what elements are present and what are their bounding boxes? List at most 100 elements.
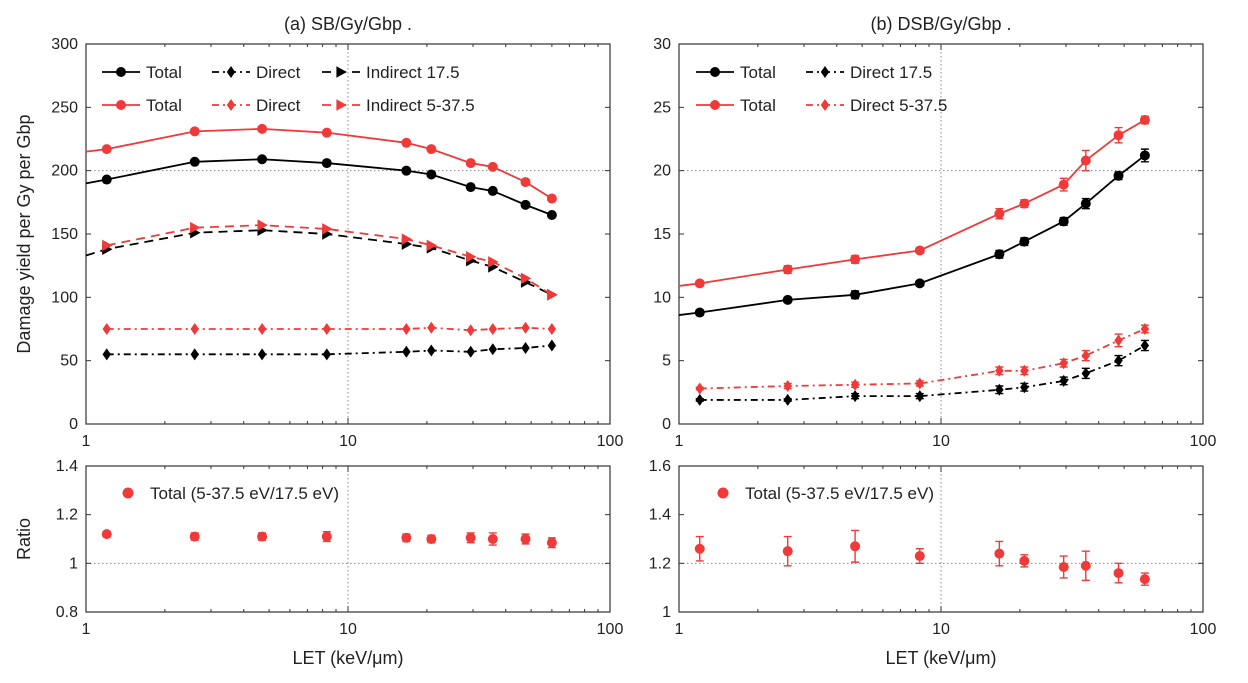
data-point xyxy=(190,348,199,361)
x-tick-label: 1 xyxy=(82,433,91,450)
legend-entry: Direct xyxy=(256,63,301,82)
data-point xyxy=(402,323,411,335)
series-2 xyxy=(678,115,1150,289)
y-axis-label: Ratio xyxy=(14,518,34,560)
series-line xyxy=(699,328,1146,390)
data-point xyxy=(546,193,557,204)
x-tick-label: 100 xyxy=(597,433,624,450)
data-point xyxy=(1020,381,1029,394)
data-point xyxy=(402,345,411,358)
data-point xyxy=(1019,198,1030,209)
data-point xyxy=(466,251,477,263)
series-3 xyxy=(695,323,1150,395)
data-point xyxy=(401,165,412,176)
x-tick-label: 1 xyxy=(82,621,91,638)
data-point xyxy=(547,339,557,352)
y-tick-label: 1.4 xyxy=(649,507,671,524)
y-tick-label: 150 xyxy=(51,226,78,243)
data-point xyxy=(850,254,861,265)
data-point xyxy=(1139,115,1150,125)
y-tick-label: 20 xyxy=(653,163,671,180)
data-point xyxy=(521,321,530,334)
data-point xyxy=(401,137,412,148)
data-point xyxy=(995,364,1004,377)
data-point xyxy=(1080,198,1091,209)
y-tick-label: 15 xyxy=(653,226,671,243)
legend: Total (5-37.5 eV/17.5 eV) xyxy=(717,484,934,503)
legend-entry: Direct 5-37.5 xyxy=(850,96,947,115)
y-tick-label: 10 xyxy=(653,289,671,306)
data-point xyxy=(850,378,860,391)
legend-marker xyxy=(336,99,347,111)
data-point xyxy=(520,199,531,210)
data-point xyxy=(694,307,705,318)
data-point xyxy=(995,383,1004,396)
y-axis-label: Damage yield per Gy per Gbp xyxy=(14,114,34,353)
data-point xyxy=(102,239,113,252)
data-point xyxy=(488,256,499,268)
y-tick-label: 0 xyxy=(69,416,78,433)
data-point xyxy=(1113,568,1124,579)
data-point xyxy=(101,174,112,185)
data-point xyxy=(520,272,532,285)
legend: Total Direct 17.5 Total Direct 5-37.5 xyxy=(696,63,947,115)
data-point xyxy=(1140,339,1150,352)
data-point xyxy=(521,342,530,354)
data-point xyxy=(190,221,201,234)
data-point xyxy=(1080,560,1091,571)
series-5 xyxy=(102,219,558,301)
data-point xyxy=(694,278,705,289)
x-tick-label: 100 xyxy=(1190,621,1217,638)
legend-entry: Total (5-37.5 eV/17.5 eV) xyxy=(150,484,339,503)
data-point xyxy=(994,249,1005,260)
data-point xyxy=(257,154,268,165)
data-point xyxy=(426,534,437,544)
data-point xyxy=(850,390,860,403)
data-point xyxy=(1081,367,1090,380)
data-point xyxy=(1058,216,1069,227)
data-point xyxy=(465,532,476,543)
series-line xyxy=(106,224,553,296)
series-line xyxy=(106,326,552,332)
legend-entry: Total (5-37.5 eV/17.5 eV) xyxy=(745,484,934,503)
legend-marker xyxy=(226,99,236,111)
data-point xyxy=(466,324,475,337)
legend-marker xyxy=(820,99,830,111)
x-axis-label: LET (keV/μm) xyxy=(292,648,403,668)
series-1 xyxy=(102,339,557,361)
legend-marker xyxy=(116,100,126,110)
data-point xyxy=(1059,374,1068,387)
legend-entry: Total xyxy=(146,63,182,82)
data-point xyxy=(782,294,793,305)
data-point xyxy=(1059,357,1068,370)
y-tick-label: 250 xyxy=(51,99,78,116)
data-point xyxy=(102,323,111,335)
data-point xyxy=(1019,236,1030,247)
x-tick-label: 1 xyxy=(675,621,684,638)
data-point xyxy=(426,169,437,180)
series-1 xyxy=(695,339,1150,406)
data-point xyxy=(695,382,704,395)
y-tick-label: 1 xyxy=(662,604,671,621)
data-point xyxy=(189,156,200,167)
legend-marker xyxy=(226,66,236,78)
legend: Total (5-37.5 eV/17.5 eV) xyxy=(122,484,339,503)
x-tick-label: 100 xyxy=(1190,433,1217,450)
data-point xyxy=(189,531,200,542)
series-0 xyxy=(85,154,557,220)
data-point xyxy=(1114,334,1123,347)
legend-entry: Total xyxy=(146,96,182,115)
data-point xyxy=(427,344,436,357)
data-point xyxy=(850,541,861,552)
series-0 xyxy=(678,148,1150,318)
legend-entry: Direct 17.5 xyxy=(850,63,932,82)
data-point xyxy=(401,532,412,543)
data-point xyxy=(914,245,925,256)
series-line xyxy=(699,344,1146,401)
a_top-panel: 0 50 100 150 200 250 300 1 10 100 (a) SB/Gy/Gbp . D… xyxy=(14,14,623,450)
data-point xyxy=(1140,323,1150,335)
data-point xyxy=(1113,130,1124,141)
y-tick-label: 5 xyxy=(662,353,671,370)
data-point xyxy=(487,161,498,172)
